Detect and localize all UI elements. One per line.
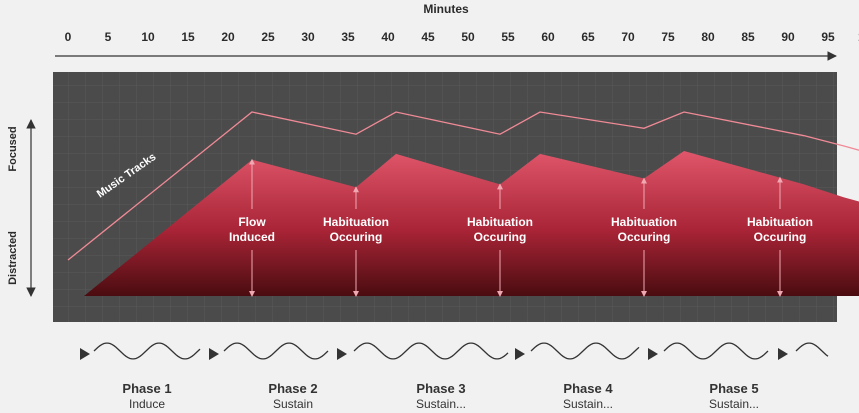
music-tracks-line	[67, 111, 859, 261]
phase-wave	[353, 342, 509, 360]
annotation-line2: Occuring	[330, 230, 383, 244]
axis-tick-label: 50	[461, 30, 475, 44]
play-icon	[648, 348, 658, 360]
phase-subtitle: Induce	[129, 397, 165, 411]
phase-wave	[530, 342, 640, 360]
phase-name: Phase 4	[563, 381, 613, 396]
play-icon	[209, 348, 219, 360]
axis-tick-label: 95	[821, 30, 835, 44]
axis-tick-label: 30	[301, 30, 315, 44]
axis-tick-label: 70	[621, 30, 635, 44]
axis-tick-label: 60	[541, 30, 555, 44]
annotation-line1: Habituation	[467, 215, 533, 229]
phase-name: Phase 2	[268, 381, 317, 396]
axis-tick-label: 100	[858, 30, 859, 44]
axis-tick-label: 80	[701, 30, 715, 44]
annotation-line1: Habituation	[611, 215, 677, 229]
axis-tick-label: 15	[181, 30, 195, 44]
play-icon	[80, 348, 90, 360]
phase-subtitle: Sustain...	[709, 397, 759, 411]
phase-wave	[93, 342, 201, 360]
phase-name: Phase 5	[709, 381, 758, 396]
play-icon	[337, 348, 347, 360]
axis-tick-label: 65	[581, 30, 595, 44]
play-icon	[515, 348, 525, 360]
axis-tick-labels: 0 5 10 15 20 25 30 35 40 45 50 55 60 65 70 75 80 85 90 95 10…	[65, 30, 859, 44]
axis-tick-label: 10	[141, 30, 155, 44]
phase-name: Phase 1	[122, 381, 171, 396]
annotation-line1: Flow	[238, 215, 266, 229]
axis-tick-label: 75	[661, 30, 675, 44]
phase-wave	[223, 342, 329, 360]
annotation-line2: Occuring	[754, 230, 807, 244]
annotations: FlowInducedHabituationOccuringHabituatio…	[229, 158, 813, 297]
annotation-line2: Induced	[229, 230, 275, 244]
phase-subtitle: Sustain...	[416, 397, 466, 411]
phase-wave	[663, 342, 769, 360]
axis-tick-label: 5	[105, 30, 112, 44]
axis-tick-label: 85	[741, 30, 755, 44]
play-icon	[778, 348, 788, 360]
annotation-line1: Habituation	[323, 215, 389, 229]
phase-name: Phase 3	[416, 381, 465, 396]
axis-tick-label: 90	[781, 30, 795, 44]
annotation-line2: Occuring	[474, 230, 527, 244]
axis-title: Minutes	[423, 2, 469, 16]
phase-subtitle: Sustain	[273, 397, 313, 411]
y-bottom-label: Distracted	[7, 231, 19, 285]
phase-subtitle: Sustain...	[563, 397, 613, 411]
axis-tick-label: 40	[381, 30, 395, 44]
axis-tick-label: 25	[261, 30, 275, 44]
annotation-line1: Habituation	[747, 215, 813, 229]
axis-tick-label: 35	[341, 30, 355, 44]
y-top-label: Focused	[7, 126, 19, 171]
axis-tick-label: 45	[421, 30, 435, 44]
phase-wave	[795, 342, 829, 357]
phase-waves	[80, 342, 829, 360]
annotation-line2: Occuring	[618, 230, 671, 244]
focus-area	[84, 151, 859, 296]
axis-tick-label: 20	[221, 30, 235, 44]
axis-tick-label: 55	[501, 30, 515, 44]
axis-tick-label: 0	[65, 30, 72, 44]
